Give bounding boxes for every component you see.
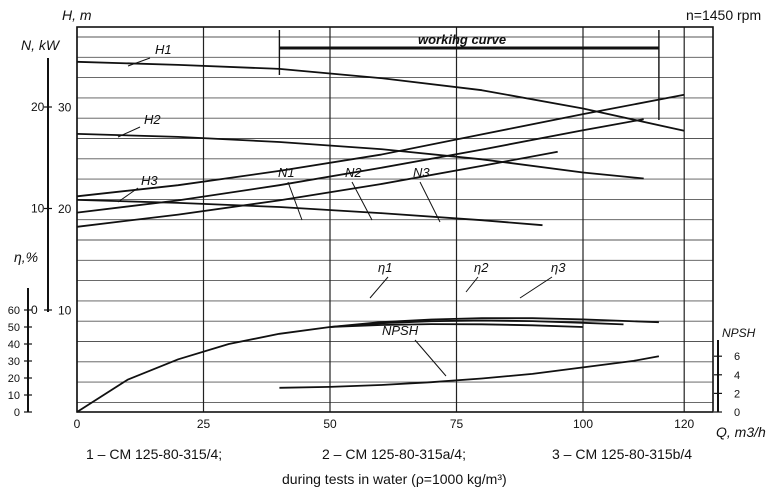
curves <box>76 60 685 413</box>
curve-label-leader <box>287 181 303 221</box>
npsh-tick-label: 0 <box>734 407 740 419</box>
eta-tick-label: 30 <box>8 356 20 368</box>
curve-η1 <box>76 317 659 413</box>
eta-tick-label: 20 <box>8 373 20 385</box>
curve-η2 <box>329 319 624 328</box>
curve-h1 <box>76 60 685 132</box>
npsh-tick-label: 2 <box>734 388 740 400</box>
eta-tick-label: 10 <box>8 390 20 402</box>
labels: H, m N, kW η,% NPSH Q, m3/h n=1450 rpm w… <box>8 7 766 440</box>
n-tick-label: 10 <box>31 202 45 216</box>
grid <box>76 27 713 412</box>
eta-axis-title: η,% <box>14 249 38 265</box>
curve-label-leader <box>519 276 553 299</box>
curve-label-npsh: NPSH <box>382 323 419 338</box>
x-tick-label: 50 <box>323 417 337 431</box>
curve-label-leader <box>369 276 389 299</box>
x-tick-label: 120 <box>674 417 694 431</box>
test-conditions-note: during tests in water (ρ=1000 kg/m³) <box>282 471 507 487</box>
n-tick-label: 20 <box>31 100 45 114</box>
npsh-tick-label: 4 <box>734 370 740 382</box>
h-tick-label: 20 <box>58 202 72 216</box>
curve-η3 <box>329 323 584 328</box>
h-tick-label: 10 <box>58 304 72 318</box>
h-tick-label: 30 <box>58 101 72 115</box>
h-axis-title: H, m <box>62 7 92 23</box>
n-tick-label: 0 <box>31 303 38 317</box>
working-curve-label: workihg curve <box>418 32 506 47</box>
curve-label-leader <box>419 181 441 223</box>
curve-label-n2: N2 <box>345 165 362 180</box>
curve-label-leader <box>414 339 447 377</box>
x-tick-label: 75 <box>450 417 464 431</box>
curve-npsh <box>279 355 660 389</box>
curve-label-leader <box>351 181 373 221</box>
npsh-axis-title: NPSH <box>722 326 756 340</box>
pump2-legend: 2 – CM 125-80-315a/4; <box>322 446 466 462</box>
curve-label-n3: N3 <box>413 165 430 180</box>
eta-tick-label: 50 <box>8 322 20 334</box>
curve-label-h3: H3 <box>141 173 158 188</box>
eta-tick-label: 60 <box>8 305 20 317</box>
curve-label-leader <box>117 187 139 203</box>
axes <box>24 26 722 413</box>
curve-n3 <box>76 150 558 228</box>
x-tick-label: 25 <box>197 417 211 431</box>
n-axis-title: N, kW <box>21 37 61 53</box>
curve-h2 <box>76 133 644 180</box>
eta-tick-label: 0 <box>14 407 20 419</box>
curve-n2 <box>76 118 644 214</box>
curve-label-leader <box>127 57 151 67</box>
x-tick-label: 0 <box>74 417 81 431</box>
x-axis-title: Q, m3/h <box>716 424 766 440</box>
curve-label-h2: H2 <box>144 112 161 127</box>
curve-label-leader <box>117 126 141 138</box>
plot-frame <box>76 26 714 413</box>
pump3-legend: 3 – CM 125-80-315b/4 <box>552 446 693 462</box>
curve-label-eta2: η2 <box>474 260 489 275</box>
pump1-legend: 1 – CM 125-80-315/4; <box>86 446 223 462</box>
x-tick-label: 100 <box>573 417 593 431</box>
eta-tick-label: 40 <box>8 339 20 351</box>
curve-label-leader <box>465 276 479 293</box>
speed-label: n=1450 rpm <box>686 7 761 23</box>
curve-n1 <box>76 93 685 198</box>
curve-label-eta1: η1 <box>378 260 392 275</box>
curve-label-n1: N1 <box>278 165 295 180</box>
curve-label-eta3: η3 <box>551 260 566 275</box>
npsh-tick-label: 6 <box>734 351 740 363</box>
curve-label-h1: H1 <box>155 42 172 57</box>
